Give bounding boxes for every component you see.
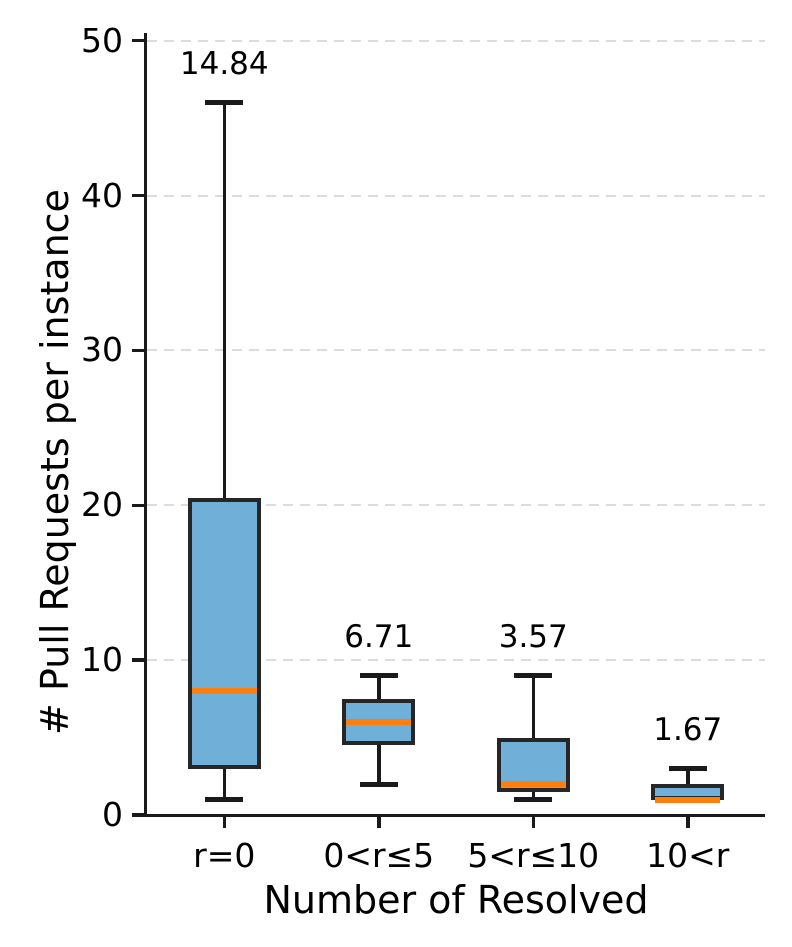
y-tick-label-10: 10 (81, 640, 123, 680)
gridline-y10 (147, 659, 765, 662)
x-tickmark-3 (686, 817, 690, 828)
whisker-cap-upper (514, 673, 553, 679)
x-tick-label-2: 5<r≤10 (467, 836, 600, 875)
y-tickmark-20 (132, 503, 144, 508)
mean-annotation: 1.67 (653, 712, 723, 749)
whisker-cap-lower (359, 781, 398, 787)
y-tickmark-30 (132, 348, 144, 353)
x-axis-spine (143, 813, 765, 817)
y-tick-label-40: 40 (81, 175, 123, 215)
x-tick-label-1: 0<r≤5 (323, 836, 435, 875)
mean-annotation: 6.71 (344, 619, 414, 656)
gridline-y30 (147, 349, 765, 352)
whisker-lower (531, 791, 535, 800)
mean-annotation: 3.57 (498, 619, 568, 656)
whisker-cap-upper (205, 100, 244, 106)
whisker-lower (222, 768, 226, 800)
y-tick-label-0: 0 (102, 795, 123, 834)
whisker-upper (686, 768, 690, 785)
median-line (655, 796, 721, 803)
gridline-y40 (147, 194, 765, 197)
x-tick-label-0: r=0 (193, 836, 256, 875)
x-tickmark-0 (222, 817, 226, 828)
y-tickmark-0 (132, 813, 144, 817)
x-axis-title: Number of Resolved (263, 878, 649, 922)
box-rect (187, 497, 261, 769)
whisker-upper (531, 675, 535, 738)
whisker-upper (377, 675, 381, 699)
median-line (346, 719, 412, 726)
y-axis-spine (143, 33, 147, 817)
y-tick-label-30: 30 (81, 330, 123, 370)
y-tickmark-40 (132, 193, 144, 198)
gridline-y20 (147, 504, 765, 507)
y-tick-label-20: 20 (81, 485, 123, 525)
whisker-cap-upper (359, 673, 398, 679)
whisker-cap-lower (514, 797, 553, 802)
y-tickmark-10 (132, 658, 144, 662)
whisker-cap-upper (668, 766, 707, 772)
whisker-cap-lower (205, 797, 244, 802)
whisker-upper (222, 102, 226, 498)
whisker-lower (377, 745, 381, 785)
mean-annotation: 14.84 (179, 46, 269, 83)
gridline-y50 (147, 39, 765, 42)
median-line (500, 781, 566, 788)
x-tickmark-2 (531, 817, 535, 828)
x-tickmark-1 (377, 817, 381, 828)
median-line (191, 688, 257, 695)
y-tick-label-50: 50 (81, 20, 123, 60)
x-tick-label-3: 10<r (646, 836, 730, 875)
y-tickmark-50 (132, 38, 144, 43)
